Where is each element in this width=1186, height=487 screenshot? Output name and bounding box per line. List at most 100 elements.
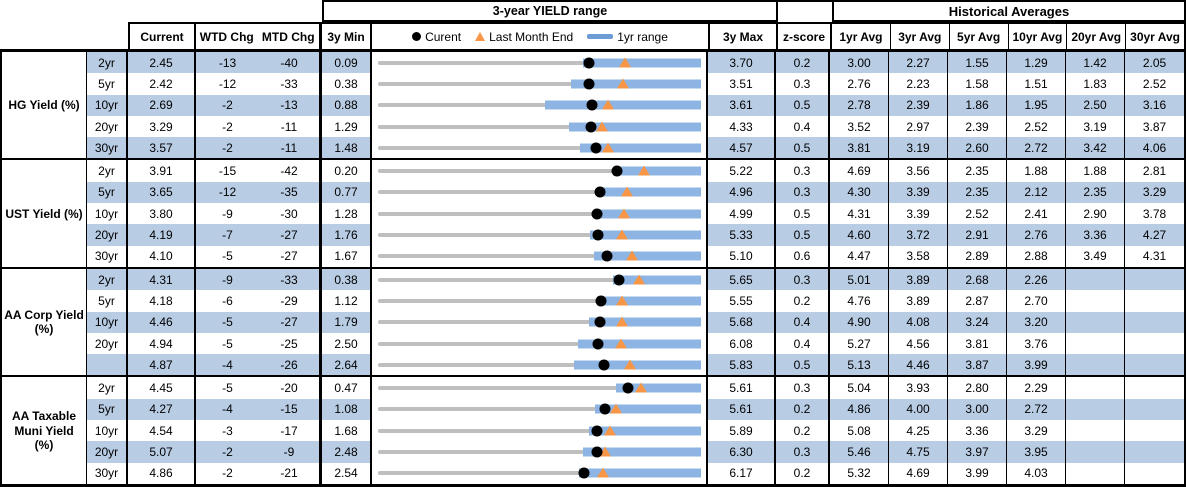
avg-cell: 5.46 (830, 441, 889, 463)
3y-min-cell: 1.68 (322, 420, 372, 442)
zscore-cell: 0.2 (776, 398, 830, 421)
avg-cell (1066, 332, 1125, 355)
wtd-chg-cell: -2 (222, 119, 233, 134)
avg-cell: 3.20 (1007, 311, 1066, 333)
current-cell: 4.19 (128, 224, 196, 246)
tenor-cell: 5yr (87, 290, 128, 312)
current-dot (622, 382, 634, 394)
chart-plot (378, 290, 701, 311)
last-month-end-marker (596, 121, 609, 132)
table-row: 4.87 -4 -26 2.64 5.83 0.5 5.13 4.46 3.87 3.99 (87, 354, 1184, 376)
3y-max-cell: 5.83 (708, 354, 776, 376)
avg-cell: 3.00 (948, 398, 1007, 421)
range-track (378, 211, 701, 216)
current-dot (594, 186, 606, 198)
avg-cell (1125, 398, 1184, 421)
mtd-chg-cell: -27 (259, 224, 322, 246)
col-header-3y-min: 3y Min (322, 22, 372, 49)
chart-plot (378, 137, 701, 158)
3y-min-cell: 0.77 (322, 181, 372, 204)
chart-plot (378, 52, 701, 73)
avg-cell: 2.05 (1125, 52, 1184, 74)
avg-cell: 2.78 (830, 94, 889, 116)
1yr-range-bar (588, 317, 701, 327)
wtd-chg-cell: -13 (196, 52, 259, 74)
current-cell: 4.18 (128, 290, 196, 312)
zscore-cell: 0.5 (776, 94, 830, 116)
1yr-range-bar (570, 79, 701, 89)
avg-cell: 2.91 (948, 224, 1007, 246)
legend-current-label: Curent (425, 29, 462, 44)
avg-cell: 5.01 (830, 268, 889, 291)
mtd-chg-cell: -20 (259, 377, 322, 399)
avg-cell: 2.26 (1007, 268, 1066, 291)
avg-cell: 1.86 (948, 94, 1007, 116)
avg-cell (1125, 311, 1184, 333)
avg-cell: 3.93 (889, 377, 948, 399)
header-top-spacer (0, 0, 322, 22)
header-col-spacer (0, 22, 128, 49)
table-row: 20yr 4.94 -5 -25 2.50 6.08 0.4 5.27 4.56 3.81 3.76 (87, 332, 1184, 355)
col-header-zscore: z-score (778, 22, 832, 49)
table-row: 20yr 5.07 -2 -9 2.48 6.30 0.3 5.46 4.75 3.97 3.95 (87, 441, 1184, 463)
3y-max-cell: 4.33 (708, 115, 776, 138)
col-header-current: Current (128, 22, 196, 49)
wtd-chg-cell: -4 (196, 398, 259, 421)
wtd-chg-cell: -9 (196, 268, 259, 291)
avg-cell: 3.16 (1125, 94, 1184, 116)
zscore-cell: 0.2 (776, 420, 830, 442)
col-header-1yr-avg: 1yr Avg (832, 24, 891, 49)
1yr-range-bar (596, 296, 701, 306)
avg-cell: 4.06 (1125, 137, 1184, 159)
zscore-cell: 0.3 (776, 181, 830, 204)
table-row: 10yr 4.54 -3 -17 1.68 5.89 0.2 5.08 4.25 3.36 3.29 (87, 420, 1184, 442)
avg-cell: 3.58 (889, 245, 948, 267)
3y-max-cell: 4.96 (708, 181, 776, 204)
chart-plot (378, 116, 701, 137)
col-header-10yr-avg: 10yr Avg (1009, 24, 1068, 49)
yield-group: HG Yield (%) 2yr 2.45 -13 -40 0.09 3.70 0.2 3.00… (2, 52, 1184, 161)
avg-cell: 2.52 (948, 203, 1007, 225)
avg-cell: 3.42 (1066, 137, 1125, 159)
3y-min-cell: 0.88 (322, 94, 372, 116)
table-row: 10yr 2.69 -2 -13 0.88 3.61 0.5 2.78 2.39 1.86 1.95… (87, 94, 1184, 116)
avg-cell (1125, 420, 1184, 441)
table-row: 2yr 4.31 -9 -33 0.38 5.65 0.3 5.01 3.89 2.68 2.26 (87, 268, 1184, 291)
yield-range-chart (372, 181, 708, 204)
last-month-end-marker (601, 142, 614, 153)
avg-cell: 4.08 (889, 311, 948, 333)
avg-cell: 4.60 (830, 224, 889, 246)
col-header-mtd-chg: MTD Chg (261, 29, 315, 44)
tenor-cell: 2yr (87, 52, 128, 74)
avg-cell: 5.08 (830, 420, 889, 442)
zscore-cell: 0.3 (776, 268, 830, 291)
group-rows: 2yr 2.45 -13 -40 0.09 3.70 0.2 3.00 2.27 1.55 1.29… (87, 52, 1184, 159)
avg-cell (1125, 354, 1184, 376)
chart-plot (378, 377, 701, 398)
chart-plot (378, 95, 701, 116)
current-dot (592, 338, 604, 349)
mtd-chg-cell: -42 (259, 160, 322, 182)
range-track (378, 233, 701, 238)
wtd-chg-cell: -3 (222, 423, 233, 438)
range-track (378, 471, 701, 476)
yield-range-chart (372, 311, 708, 333)
current-dot (583, 57, 595, 69)
current-cell: 4.87 (128, 354, 196, 376)
1yr-range-bar (569, 122, 701, 132)
3y-min-cell: 1.67 (322, 245, 372, 267)
avg-cell: 4.31 (1142, 249, 1167, 264)
avg-cell: 3.87 (948, 354, 1007, 376)
avg-cell: 3.81 (830, 137, 889, 159)
tenor-cell: 30yr (87, 245, 128, 267)
avg-cell: 3.36 (1066, 224, 1125, 246)
1yr-range-bar (582, 58, 701, 68)
avg-cell: 2.12 (1007, 181, 1066, 204)
yield-range-chart (372, 398, 708, 421)
zscore-cell: 0.5 (776, 354, 830, 376)
range-track (378, 362, 701, 367)
chart-plot (378, 441, 701, 462)
range-track (378, 386, 701, 391)
chart-legend: Curent Last Month End 1yr range (372, 22, 710, 49)
current-cell: 3.57 (128, 137, 196, 159)
